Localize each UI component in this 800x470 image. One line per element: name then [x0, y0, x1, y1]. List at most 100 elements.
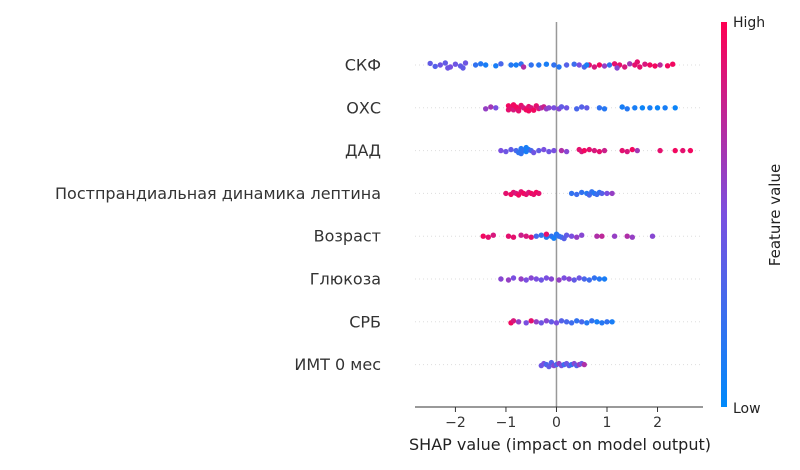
shap-point [584, 320, 590, 326]
shap-point [584, 62, 590, 68]
shap-point [546, 363, 552, 370]
x-tick-label: −1 [496, 415, 517, 431]
shap-point [536, 62, 542, 68]
shap-point [584, 105, 590, 111]
shap-point [599, 320, 605, 326]
shap-point [647, 62, 653, 68]
shap-point [437, 62, 443, 68]
shap-point [452, 61, 459, 67]
shap-point [566, 276, 572, 282]
shap-point [546, 148, 552, 155]
shap-point [627, 61, 633, 67]
shap-point [568, 233, 575, 239]
shap-point [498, 61, 504, 67]
shap-point [581, 147, 587, 154]
shap-point [601, 63, 608, 69]
shap-point [563, 105, 570, 111]
shap-point [508, 146, 514, 153]
shap-point [614, 65, 620, 71]
x-tick-label: 2 [653, 415, 662, 431]
shap-point [531, 149, 537, 156]
shap-point [579, 232, 585, 238]
shap-point [568, 190, 575, 197]
shap-point [571, 61, 577, 67]
shap-point [445, 65, 451, 71]
shap-point [543, 231, 550, 237]
shap-point [531, 107, 537, 113]
shap-point [493, 63, 499, 69]
shap-point [523, 320, 529, 326]
shap-point [551, 62, 557, 68]
shap-point [523, 233, 529, 239]
shap-point [442, 60, 448, 66]
feature-label: Глюкоза [310, 270, 381, 289]
shap-point [670, 61, 676, 67]
shap-point [599, 233, 605, 239]
shap-point [601, 276, 608, 282]
x-tick-label: 1 [603, 415, 612, 431]
shap-point [561, 275, 567, 281]
shap-point [591, 275, 598, 281]
shap-point [480, 233, 486, 239]
shap-point [591, 64, 598, 70]
shap-point [483, 106, 489, 112]
shap-point [505, 233, 512, 239]
shap-point [642, 61, 648, 67]
shap-point [533, 233, 539, 239]
shap-point [601, 147, 608, 154]
colorbar: High Low Feature value [721, 15, 784, 417]
shap-point [637, 64, 643, 70]
colorbar-title: Feature value [766, 164, 784, 266]
shap-point [510, 234, 517, 240]
shap-point [609, 319, 615, 325]
feature-label: СКФ [345, 56, 381, 75]
x-axis-title: SHAP value (impact on model output) [409, 435, 711, 454]
shap-point [596, 105, 603, 111]
shap-point [664, 63, 671, 69]
shap-point [505, 277, 512, 283]
shap-point [579, 189, 585, 196]
shap-point [518, 276, 524, 282]
shap-point [568, 320, 575, 326]
shap-point [533, 319, 539, 325]
shap-point [639, 105, 646, 111]
shap-point [472, 62, 479, 68]
shap-point [508, 62, 514, 68]
shap-point [662, 105, 668, 111]
shap-point [520, 64, 527, 70]
shap-point [591, 147, 598, 154]
shap-point [561, 235, 567, 242]
shap-point [624, 106, 630, 112]
shap-point [634, 147, 640, 154]
shap-point [538, 320, 544, 326]
shap-point [596, 276, 603, 282]
shap-point [523, 144, 529, 151]
shap-point [523, 277, 529, 283]
shap-point [558, 104, 565, 110]
shap-point [510, 275, 517, 281]
shap-point [596, 148, 603, 155]
shap-point [548, 319, 555, 325]
shap-point [503, 190, 509, 197]
shap-point [543, 61, 550, 67]
scatter-points [427, 59, 694, 370]
shap-point [462, 60, 469, 66]
colorbar-gradient [721, 22, 727, 407]
shap-point [515, 319, 522, 325]
shap-point [594, 233, 600, 239]
shap-point [478, 61, 484, 67]
shap-point [488, 104, 494, 110]
feature-label: ИМТ 0 мес [294, 355, 381, 374]
shap-point [528, 234, 534, 240]
shap-point [528, 62, 534, 68]
shap-point [574, 234, 580, 240]
shap-point [563, 319, 570, 325]
shap-point [609, 190, 615, 197]
shap-point [581, 276, 587, 282]
shap-point [528, 275, 534, 281]
shap-point [556, 64, 562, 70]
x-tick-label: 0 [552, 415, 561, 431]
shap-point [647, 105, 653, 111]
shap-point [546, 105, 552, 111]
shap-point [526, 108, 532, 114]
